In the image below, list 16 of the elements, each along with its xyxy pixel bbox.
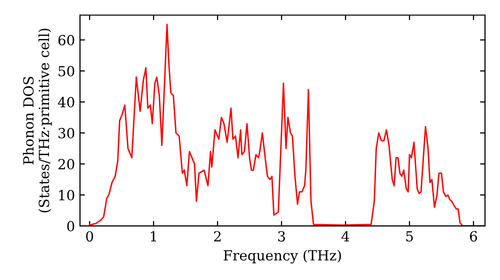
- x-tick-label: 2: [214, 231, 221, 242]
- y-tick-label: 20: [58, 158, 74, 170]
- x-tick-label: 6: [470, 231, 478, 242]
- y-tick-label: 30: [58, 128, 74, 138]
- x-tick-label: 4: [342, 231, 350, 242]
- x-tick-label: 1: [150, 231, 156, 242]
- y-tick-label: 40: [58, 96, 74, 108]
- x-tick-label: 3: [278, 231, 285, 242]
- y-tick-label: 60: [58, 34, 74, 46]
- y-tick-label: 50: [58, 66, 74, 76]
- x-tick-label: 5: [406, 231, 413, 242]
- x-axis-title: Frequency (THz): [224, 250, 341, 264]
- y-axis-title: Phonon DOS (States/THz·primitive cell): [22, 28, 52, 212]
- y-tick-label: 10: [59, 190, 74, 200]
- y-tick-label: 0: [67, 220, 74, 232]
- x-tick-label: 0: [86, 231, 94, 242]
